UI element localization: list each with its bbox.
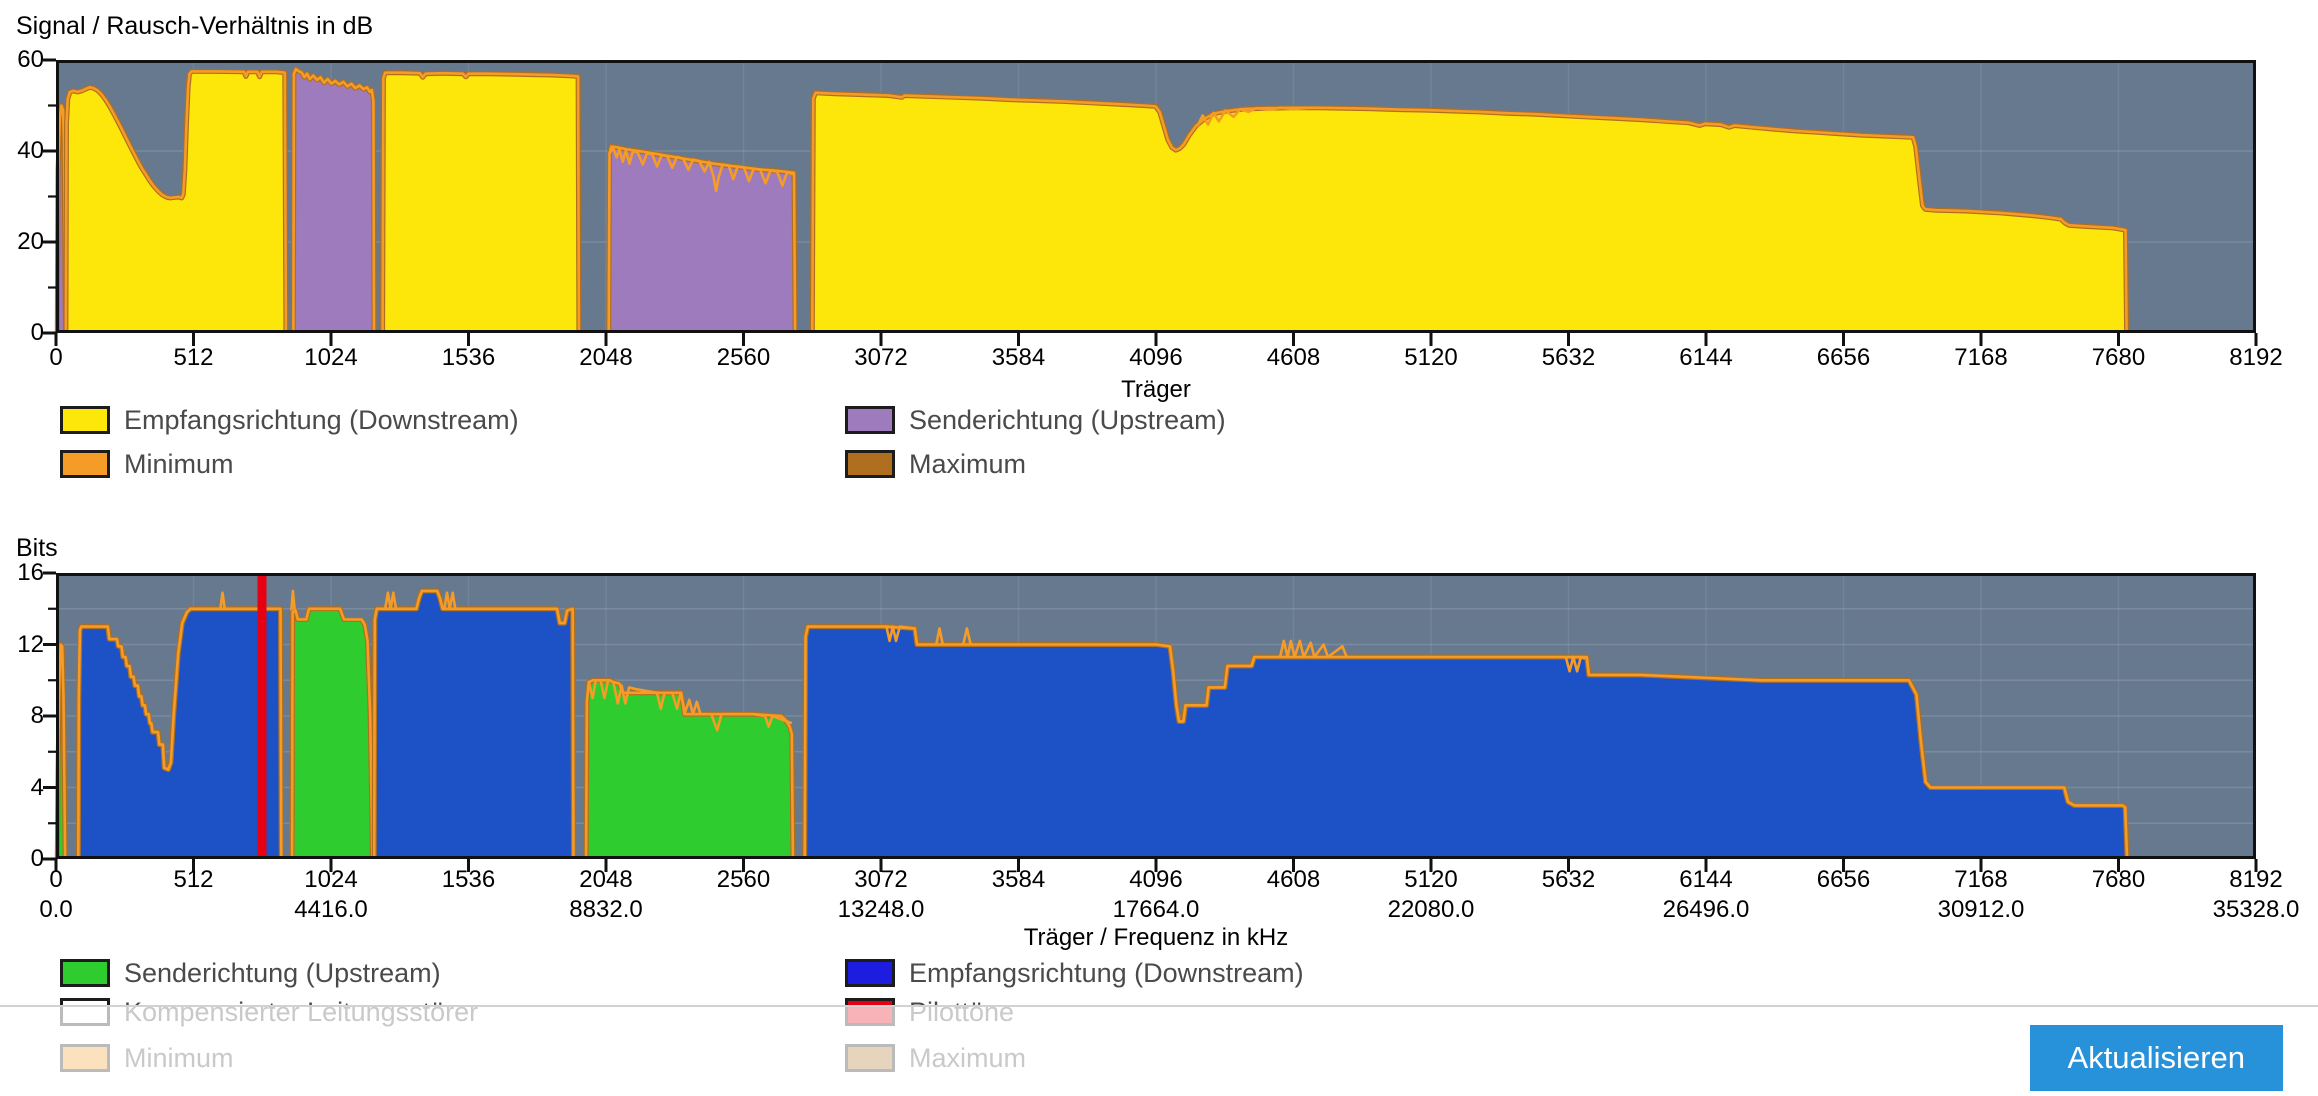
minimum-line xyxy=(1564,655,1586,673)
frequency-tick-label: 8832.0 xyxy=(569,896,643,923)
legend-swatch xyxy=(60,959,110,987)
minimum-line xyxy=(383,591,398,611)
legend-item-upstream-bits[interactable]: Senderichtung (Upstream) xyxy=(60,957,441,989)
y-tick-label: 16 xyxy=(17,559,44,586)
x-tick-label: 5632 xyxy=(1541,866,1596,893)
frequency-tick-label: 0.0 xyxy=(39,896,73,923)
legend-swatch xyxy=(60,450,110,478)
x-tick-label: 4608 xyxy=(1266,866,1321,893)
legend-label: Senderichtung (Upstream) xyxy=(909,405,1226,435)
y-tick-label: 40 xyxy=(17,137,44,164)
minimum-line xyxy=(290,589,296,611)
legend-label: Maximum xyxy=(909,449,1027,479)
x-tick-label: 7168 xyxy=(1954,344,2008,371)
minimum-line xyxy=(443,591,457,611)
y-tick-label: 60 xyxy=(17,46,44,73)
x-tick-label: 5632 xyxy=(1541,344,1596,371)
x-tick-label: 6656 xyxy=(1816,866,1871,893)
x-tick-label: 2560 xyxy=(716,344,771,371)
legend-label: Empfangsrichtung (Downstream) xyxy=(909,958,1304,988)
x-tick-label: 4096 xyxy=(1129,866,1183,893)
x-tick-label: 512 xyxy=(173,866,214,893)
x-tick-label: 4096 xyxy=(1129,344,1183,371)
x-tick-label: 3072 xyxy=(854,344,908,371)
minimum-line xyxy=(961,627,972,645)
minimum-line xyxy=(885,625,915,643)
x-tick-label: 4608 xyxy=(1266,344,1321,371)
legend-item-downstream-bits[interactable]: Empfangsrichtung (Downstream) xyxy=(845,957,1304,989)
y-tick-label: 0 xyxy=(30,845,44,872)
legend-swatch xyxy=(845,406,895,434)
legend-item-minimum-snr[interactable]: Minimum xyxy=(60,448,234,480)
y-tick-label: 8 xyxy=(30,702,44,729)
x-tick-label: 6144 xyxy=(1679,866,1733,893)
frequency-tick-label: 22080.0 xyxy=(1387,896,1475,923)
minimum-line xyxy=(608,147,795,193)
y-tick-label: 12 xyxy=(17,630,44,658)
frequency-tick-label: 35328.0 xyxy=(2212,896,2300,923)
x-tick-label: 6144 xyxy=(1679,344,1733,371)
x-tick-label: 6656 xyxy=(1816,344,1871,371)
minimum-line xyxy=(1278,639,1348,659)
legend-item-upstream-snr[interactable]: Senderichtung (Upstream) xyxy=(845,404,1226,436)
snr-chart-svg xyxy=(43,58,2258,346)
x-tick-label: 1024 xyxy=(304,866,358,893)
x-tick-label: 0 xyxy=(49,866,63,893)
frequency-tick-label: 30912.0 xyxy=(1937,896,2025,923)
x-tick-label: 512 xyxy=(173,344,214,371)
snr-chart-plot xyxy=(43,58,2258,346)
x-tick-label: 5120 xyxy=(1404,866,1458,893)
legend-swatch xyxy=(845,450,895,478)
x-tick-label: 2048 xyxy=(579,866,633,893)
legend-swatch xyxy=(845,959,895,987)
snr-chart-xaxis-title: Träger xyxy=(1121,376,1191,403)
y-tick-label: 20 xyxy=(17,228,44,255)
legend-item-maximum-snr[interactable]: Maximum xyxy=(845,448,1026,480)
downstream-snr-area xyxy=(63,68,2130,334)
bits-chart-svg xyxy=(43,571,2258,872)
frequency-tick-label: 4416.0 xyxy=(294,896,368,923)
x-tick-label: 3072 xyxy=(854,866,908,893)
legend-item-downstream-snr[interactable]: Empfangsrichtung (Downstream) xyxy=(60,404,519,436)
x-tick-label: 7680 xyxy=(2091,866,2146,893)
bits-chart-title: Bits xyxy=(16,534,58,562)
update-button[interactable]: Aktualisieren xyxy=(2029,1025,2283,1091)
minimum-line xyxy=(1196,106,1308,127)
legend-label: Senderichtung (Upstream) xyxy=(124,958,441,988)
x-tick-label: 1024 xyxy=(304,344,358,371)
frequency-tick-label: 26496.0 xyxy=(1662,896,1750,923)
x-tick-label: 3584 xyxy=(991,344,1046,371)
minimum-line xyxy=(219,591,226,609)
x-tick-label: 1536 xyxy=(441,344,496,371)
downstream-bits-area xyxy=(75,588,2130,860)
legend-swatch xyxy=(60,406,110,434)
frequency-tick-label: 13248.0 xyxy=(837,896,925,923)
footer-overlay: Aktualisieren xyxy=(0,1005,2318,1096)
x-tick-label: 2048 xyxy=(579,344,633,371)
snr-chart-title: Signal / Rausch-Verhältnis in dB xyxy=(16,12,374,40)
y-tick-label: 4 xyxy=(30,773,44,801)
bits-chart-xaxis-title: Träger / Frequenz in kHz xyxy=(1023,924,1289,951)
pilot-tone-line xyxy=(257,573,267,859)
minimum-line xyxy=(587,679,793,732)
x-tick-label: 3584 xyxy=(991,866,1046,893)
x-tick-label: 0 xyxy=(49,344,63,371)
x-tick-label: 7168 xyxy=(1954,866,2008,893)
bits-chart-plot xyxy=(43,571,2258,872)
frequency-tick-label: 17664.0 xyxy=(1112,896,1200,923)
x-tick-label: 2560 xyxy=(716,866,771,893)
legend-label: Minimum xyxy=(124,449,234,479)
x-tick-label: 8192 xyxy=(2229,866,2283,893)
x-tick-label: 1536 xyxy=(441,866,496,893)
x-tick-label: 7680 xyxy=(2091,344,2146,371)
y-tick-label: 0 xyxy=(30,319,44,346)
x-tick-label: 8192 xyxy=(2229,344,2283,371)
legend-label: Empfangsrichtung (Downstream) xyxy=(124,405,519,435)
minimum-line xyxy=(935,627,945,645)
x-tick-label: 5120 xyxy=(1404,344,1458,371)
